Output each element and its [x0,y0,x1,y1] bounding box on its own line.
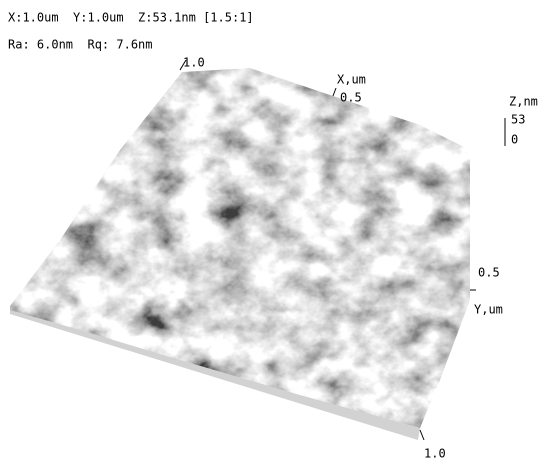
z-axis-label: Z,nm [509,95,538,109]
x-axis-label: X,um [337,73,366,87]
y-mid-label: 0.5 [478,266,500,280]
afm-surface-view: X:1.0um Y:1.0um Z:53.1nm [1.5:1] Ra: 6.0… [0,0,549,462]
tick [333,88,336,96]
afm-view: X:1.0um Y:1.0um Z:53.1nm [1.5:1] Ra: 6.0… [0,0,549,462]
z-top-label: 53 [511,113,525,127]
scan-info: X:1.0um Y:1.0um Z:53.1nm [1.5:1] [8,11,254,25]
x-mid-label: 0.5 [340,91,362,105]
y-axis-label: Y,um [474,303,503,317]
z-bottom-label: 0 [511,133,518,147]
y-end-label: 1.0 [424,447,446,461]
tick [420,430,424,440]
x-end-label: 1.0 [183,56,205,70]
roughness-info: Ra: 6.0nm Rq: 7.6nm [8,38,153,52]
